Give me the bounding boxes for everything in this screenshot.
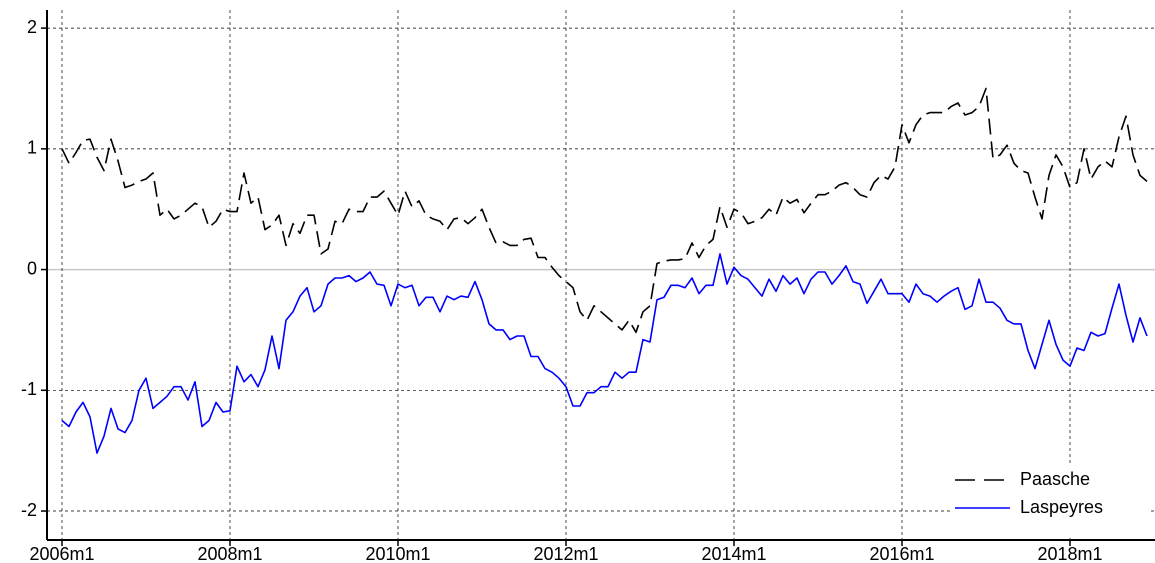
y-tick-label: -1 <box>21 379 37 399</box>
series-line <box>61 253 1148 454</box>
legend: Paasche Laspeyres <box>950 464 1150 536</box>
legend-label: Laspeyres <box>1020 497 1103 517</box>
y-tick-label: 0 <box>27 258 37 278</box>
x-tick-label: 2006m1 <box>29 544 94 563</box>
legend-box <box>950 464 1150 536</box>
x-tick-label: 2012m1 <box>533 544 598 563</box>
legend-label: Paasche <box>1020 469 1090 489</box>
x-tick-label: 2008m1 <box>197 544 262 563</box>
x-tick-label: 2010m1 <box>365 544 430 563</box>
y-tick-label: -2 <box>21 500 37 520</box>
y-tick-label: 2 <box>27 17 37 37</box>
x-tick-label: 2014m1 <box>701 544 766 563</box>
series-line <box>61 87 1148 334</box>
x-tick-label: 2016m1 <box>869 544 934 563</box>
x-tick-label: 2018m1 <box>1037 544 1102 563</box>
y-tick-label: 1 <box>27 138 37 158</box>
